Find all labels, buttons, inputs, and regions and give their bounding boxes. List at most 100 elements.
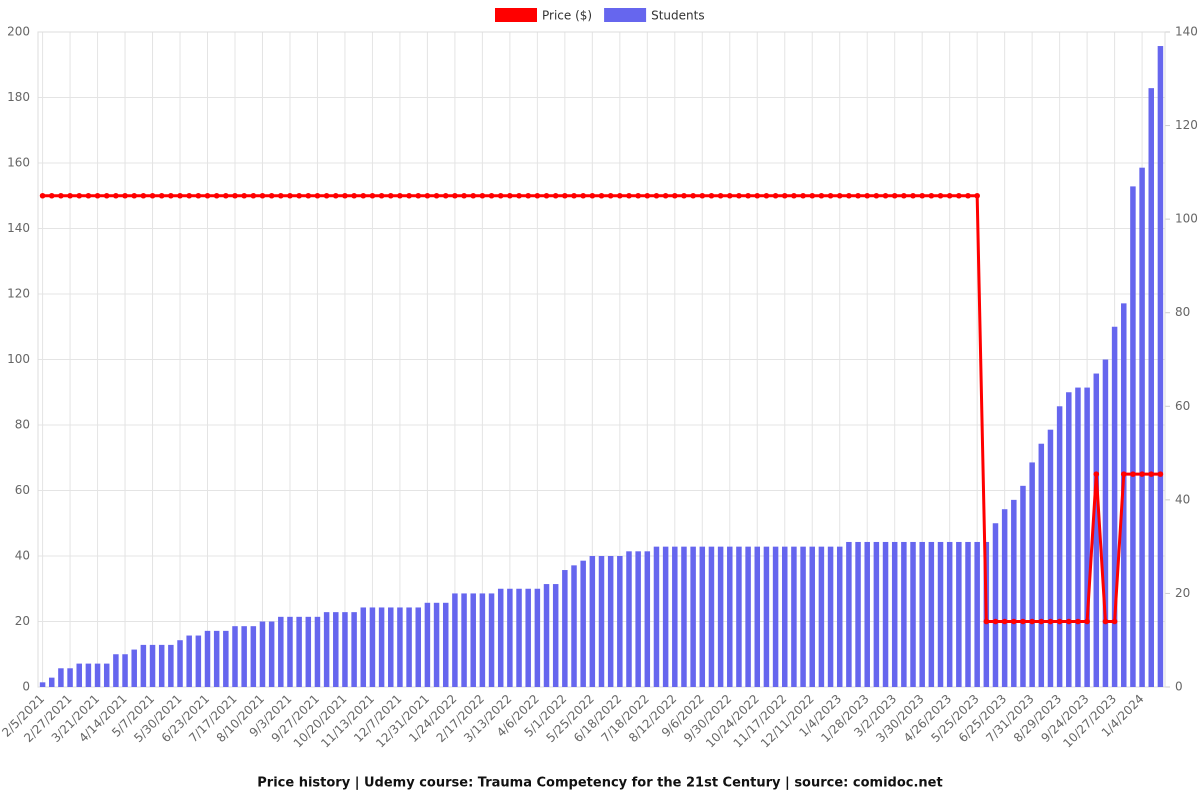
price-point: [1157, 471, 1164, 477]
chart-title: Price history | Udemy course: Trauma Com…: [257, 776, 942, 791]
bar: [67, 668, 73, 687]
price-point: [204, 192, 211, 199]
price-point: [1065, 618, 1072, 625]
price-point: [223, 192, 229, 199]
bar: [662, 546, 669, 687]
bar: [85, 663, 92, 687]
price-point: [1011, 618, 1017, 625]
bar: [177, 640, 183, 687]
price-point: [296, 192, 302, 199]
y2-tick-label: 60: [1175, 399, 1190, 413]
bar: [965, 541, 971, 687]
price-point: [772, 192, 779, 199]
price-point: [168, 192, 174, 199]
price-point: [415, 192, 422, 199]
bar: [607, 556, 614, 687]
price-point: [791, 192, 797, 199]
price-point: [259, 192, 266, 199]
price-point: [1020, 618, 1026, 625]
price-point: [699, 192, 706, 199]
bar: [855, 541, 861, 687]
bar: [1011, 499, 1017, 687]
price-point: [1047, 618, 1054, 625]
price-point: [461, 192, 467, 199]
legend-label: Price ($): [542, 9, 592, 23]
bar: [525, 588, 531, 687]
bar: [836, 546, 843, 687]
price-point: [250, 192, 257, 199]
price-point: [351, 192, 357, 199]
bar: [452, 593, 458, 687]
price-point: [928, 192, 935, 199]
bar: [232, 626, 238, 687]
bar: [809, 546, 815, 687]
price-point: [690, 192, 696, 199]
price-point: [891, 192, 898, 199]
bar: [250, 626, 257, 687]
bar: [369, 607, 376, 687]
price-point: [360, 192, 367, 199]
price-point: [562, 192, 568, 199]
bar: [552, 584, 559, 687]
price-point: [424, 192, 431, 199]
bar: [882, 541, 889, 687]
bar: [653, 546, 660, 687]
price-point: [452, 192, 458, 199]
bar: [1111, 326, 1118, 687]
price-point: [598, 192, 605, 199]
bar: [727, 546, 733, 687]
price-point: [1084, 618, 1090, 625]
bar: [891, 541, 898, 687]
bar: [974, 541, 980, 687]
bar: [901, 541, 907, 687]
bar: [140, 644, 147, 687]
price-point: [122, 192, 128, 199]
bar: [470, 593, 476, 687]
bar: [122, 654, 128, 687]
price-point: [1038, 618, 1045, 625]
bar: [873, 541, 880, 687]
price-point: [855, 192, 861, 199]
bar: [94, 663, 101, 687]
bar: [928, 541, 935, 687]
bar: [763, 546, 770, 687]
bar: [433, 602, 440, 687]
bar: [406, 607, 412, 687]
bar: [937, 541, 944, 687]
bar: [690, 546, 696, 687]
price-point: [1093, 471, 1100, 477]
price-point: [672, 192, 678, 199]
bar: [1084, 387, 1090, 687]
price-point: [103, 192, 110, 199]
price-point: [241, 192, 247, 199]
bar: [864, 541, 870, 687]
bar: [818, 546, 825, 687]
price-point: [552, 192, 559, 199]
bar: [1056, 406, 1063, 687]
bar: [103, 663, 110, 687]
bar: [351, 612, 357, 687]
bar: [1075, 387, 1081, 687]
bar: [589, 556, 596, 687]
bar: [168, 644, 174, 687]
price-point: [213, 192, 220, 199]
bar: [745, 546, 751, 687]
price-point: [534, 192, 541, 199]
y-tick-label: 160: [7, 156, 30, 170]
price-point: [67, 192, 73, 199]
bar: [782, 546, 788, 687]
bar: [617, 556, 623, 687]
bar: [1139, 167, 1145, 687]
price-point: [974, 192, 980, 199]
bar: [268, 621, 275, 687]
y2-tick-label: 120: [1175, 118, 1198, 132]
bar: [708, 546, 715, 687]
price-point: [662, 192, 669, 199]
price-point: [342, 192, 348, 199]
bar: [992, 523, 999, 687]
price-point: [1139, 471, 1145, 477]
price-point: [745, 192, 751, 199]
price-point: [937, 192, 944, 199]
price-point: [1001, 618, 1008, 625]
price-point: [323, 192, 330, 199]
